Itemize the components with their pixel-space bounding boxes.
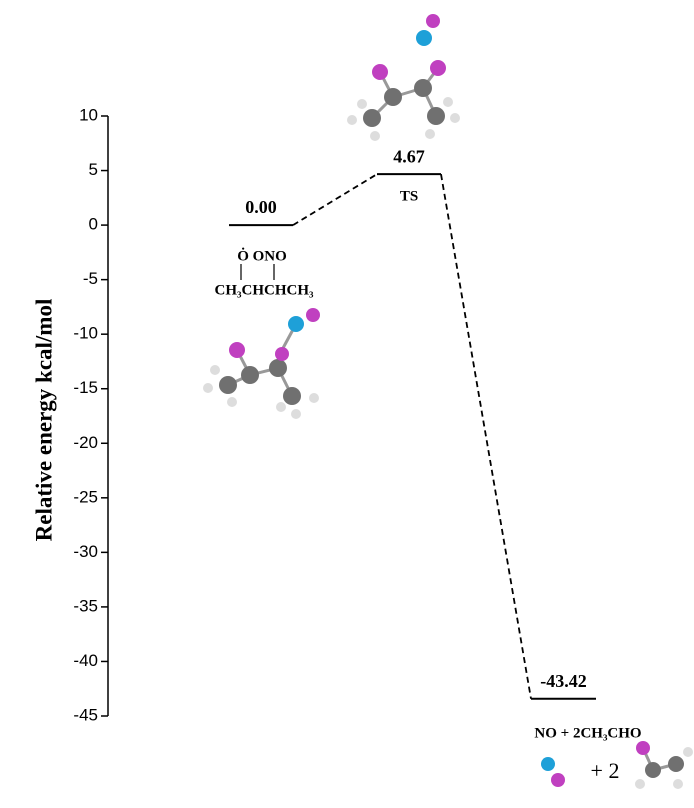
y-axis-label: Relative energy kcal/mol	[31, 299, 56, 542]
y-tick-label: 0	[89, 215, 98, 234]
value-label: -43.42	[540, 671, 587, 691]
connector	[293, 174, 377, 225]
level-label: CH₃CHCHCH₃	[215, 282, 314, 298]
y-tick-label: -45	[73, 705, 98, 724]
level-label: Ȯ ONO	[237, 247, 287, 264]
y-tick-label: 5	[89, 160, 98, 179]
connector	[441, 174, 531, 699]
y-tick-label: -10	[73, 324, 98, 343]
y-tick-label: -30	[73, 542, 98, 561]
y-tick-label: -5	[83, 269, 98, 288]
chart: Relative energy kcal/mol + 2 10 5 0 -5 -10 -1…	[0, 0, 694, 808]
annotation: + 2	[591, 758, 620, 783]
y-tick-label: -25	[73, 487, 98, 506]
y-tick-label: 10	[79, 105, 98, 124]
ts-molecule	[347, 14, 460, 141]
level-label: TS	[400, 188, 418, 204]
reactant-molecule	[203, 308, 320, 419]
y-tick-label: -40	[73, 651, 98, 670]
value-label: 4.67	[393, 146, 425, 166]
y-tick-label: -20	[73, 433, 98, 452]
value-label: 0.00	[245, 197, 277, 217]
y-tick-label: -15	[73, 378, 98, 397]
y-tick-label: -35	[73, 596, 98, 615]
level-label: NO + 2CH₃CHO	[534, 725, 641, 741]
